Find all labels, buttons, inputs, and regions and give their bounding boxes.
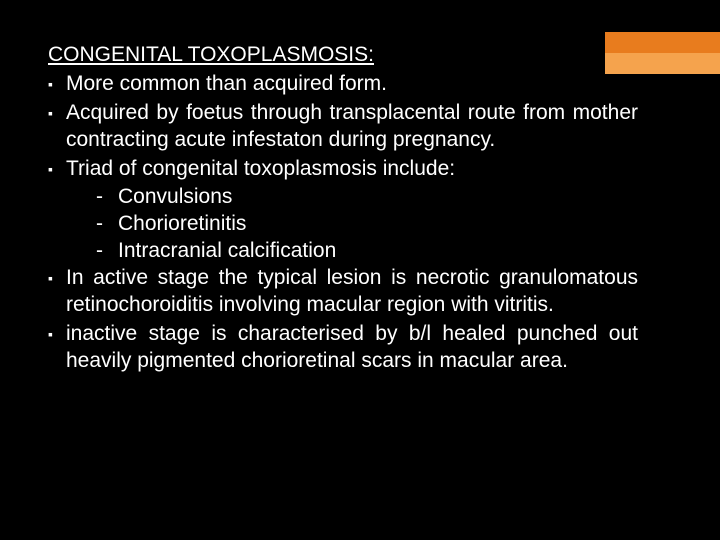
sub-text: Chorioretinitis [118, 211, 638, 238]
dash-marker-icon: - [96, 184, 118, 211]
sub-item: - Convulsions [96, 184, 638, 211]
bullet-marker-icon: ▪ [48, 265, 66, 319]
bullet-marker-icon: ▪ [48, 321, 66, 375]
bullet-text: More common than acquired form. [66, 71, 638, 98]
bullet-marker-icon: ▪ [48, 100, 66, 154]
bullet-item: ▪ Triad of congenital toxoplasmosis incl… [48, 156, 638, 183]
bullet-item: ▪ inactive stage is characterised by b/l… [48, 321, 638, 375]
sub-text: Intracranial calcification [118, 238, 638, 265]
bullet-item: ▪ More common than acquired form. [48, 71, 638, 98]
bullet-item: ▪ In active stage the typical lesion is … [48, 265, 638, 319]
bullet-marker-icon: ▪ [48, 71, 66, 98]
bullet-text: Acquired by foetus through transplacenta… [66, 100, 638, 154]
sub-item: - Intracranial calcification [96, 238, 638, 265]
dash-marker-icon: - [96, 211, 118, 238]
bullet-text: In active stage the typical lesion is ne… [66, 265, 638, 319]
dash-marker-icon: - [96, 238, 118, 265]
bullet-text: Triad of congenital toxoplasmosis includ… [66, 156, 638, 183]
bullet-item: ▪ Acquired by foetus through transplacen… [48, 100, 638, 154]
sub-item: - Chorioretinitis [96, 211, 638, 238]
bullet-text: inactive stage is characterised by b/l h… [66, 321, 638, 375]
slide-title: CONGENITAL TOXOPLASMOSIS: [48, 42, 638, 69]
bullet-marker-icon: ▪ [48, 156, 66, 183]
sub-text: Convulsions [118, 184, 638, 211]
slide-content: CONGENITAL TOXOPLASMOSIS: ▪ More common … [48, 42, 638, 377]
